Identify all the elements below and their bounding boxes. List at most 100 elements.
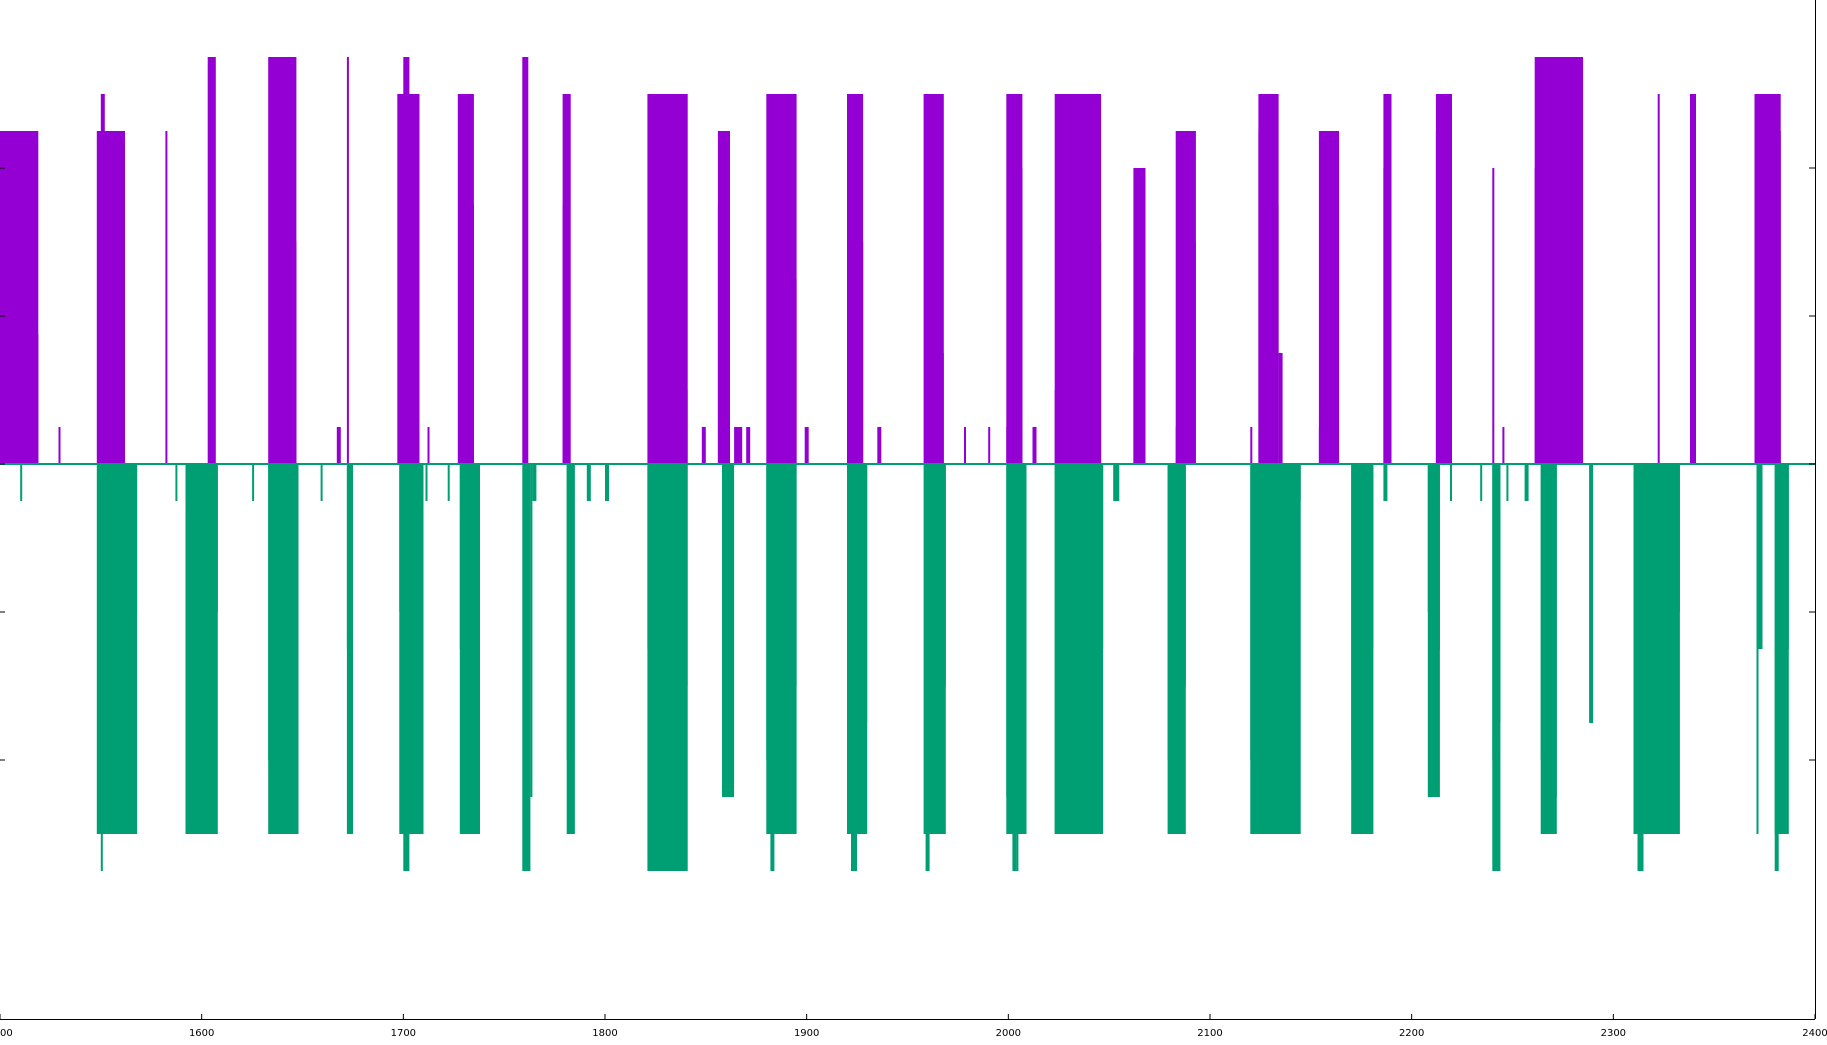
purple-bar-42: [734, 427, 743, 464]
green-bar-119: [1637, 464, 1644, 871]
green-bar-19: [282, 464, 291, 686]
purple-bar-56: [927, 168, 934, 464]
green-bar-2: [100, 464, 103, 871]
purple-bar-54: [877, 427, 882, 464]
purple-bar-64: [1032, 427, 1037, 464]
purple-bar-62: [1006, 427, 1011, 464]
purple-bar-27: [459, 168, 468, 464]
x-tick-label-2000: 2000: [996, 1028, 1021, 1039]
green-bar-0: [20, 464, 23, 501]
x-axis-ticks: 1500 1600 1700 1800 1900 2000 2100 2200 2300 2400: [0, 1014, 1827, 1039]
purple-bar-52: [851, 131, 857, 464]
purple-bar-53: [857, 242, 864, 464]
purple-bar-13: [207, 57, 216, 464]
purple-bar-99: [1538, 94, 1547, 464]
purple-bar-102: [1566, 242, 1583, 464]
green-bar-50: [669, 464, 676, 760]
green-bar-7: [133, 464, 138, 612]
purple-bar-58: [941, 353, 944, 464]
green-bar-84: [1113, 464, 1120, 501]
green-bar-79: [1060, 464, 1069, 723]
purple-bar-76: [1175, 427, 1180, 464]
green-bar-38: [522, 464, 531, 871]
green-bar-58: [770, 464, 775, 871]
purple-bar-10: [112, 242, 123, 464]
purple-bar-5: [32, 334, 39, 464]
purple-bar-49: [804, 427, 809, 464]
green-bar-20: [290, 464, 299, 649]
green-bar-21: [320, 464, 323, 501]
purple-bar-107: [1774, 131, 1781, 464]
x-tick-label-2300: 2300: [1601, 1028, 1626, 1039]
purple-bar-23: [409, 168, 416, 464]
purple-bar-31: [562, 205, 567, 464]
purple-bar-34: [665, 168, 672, 464]
purple-bar-68: [1066, 205, 1075, 464]
purple-bar-17: [282, 205, 289, 464]
purple-bar-2: [12, 205, 17, 464]
purple-bar-8: [100, 94, 105, 464]
green-bar-39: [530, 464, 533, 797]
purple-bar-59: [964, 427, 966, 464]
green-bar-66: [861, 464, 868, 723]
green-bar-113: [1540, 464, 1545, 760]
green-bar-122: [1657, 464, 1666, 686]
purple-bar-98: [1534, 168, 1539, 464]
purple-bar-77: [1183, 205, 1192, 464]
purple-bar-43: [746, 427, 751, 464]
green-bar-27: [403, 464, 410, 871]
green-bar-93: [1278, 464, 1289, 686]
green-bar-6: [127, 464, 134, 649]
green-bar-88: [1179, 464, 1186, 686]
purple-bar-51: [847, 427, 851, 464]
green-bar-64: [851, 464, 857, 871]
purple-bar-47: [780, 242, 789, 464]
green-bar-61: [790, 464, 797, 686]
purple-bar-86: [1318, 427, 1323, 464]
x-tick-label-1800: 1800: [592, 1028, 617, 1039]
green-bar-101: [1383, 464, 1388, 501]
green-bar-40: [532, 464, 537, 501]
purple-bar-79: [1250, 427, 1253, 464]
green-bar-108: [1492, 464, 1497, 760]
green-bar-18: [274, 464, 283, 723]
purple-bar-93: [1441, 94, 1446, 464]
purple-bar-4: [24, 279, 33, 464]
purple-bar-20: [346, 57, 349, 464]
green-bar-43: [570, 464, 575, 834]
purple-bar-90: [1383, 168, 1388, 464]
green-bar-10: [187, 464, 192, 760]
green-bar-110: [1506, 464, 1509, 501]
green-bar-116: [1589, 464, 1594, 723]
purple-bar-28: [467, 205, 474, 464]
green-bar-126: [1758, 464, 1763, 649]
green-bar-81: [1076, 464, 1085, 686]
green-bar-123: [1665, 464, 1672, 649]
green-bar-17: [268, 464, 275, 760]
purple-bar-88: [1335, 427, 1339, 464]
green-bar-34: [459, 464, 464, 649]
purple-bar-69: [1074, 242, 1087, 464]
purple-bar-89: [1383, 94, 1392, 464]
x-tick-label-2400: 2400: [1802, 1028, 1827, 1039]
green-bar-86: [1167, 464, 1172, 760]
green-bar-28: [409, 464, 416, 797]
purple-bar-45: [770, 131, 775, 464]
purple-bar-25: [427, 427, 430, 464]
y-axis-ticks: [0, 167, 1815, 761]
green-bar-92: [1268, 464, 1279, 723]
green-bar-49: [663, 464, 670, 797]
green-bar-105: [1450, 464, 1452, 501]
green-bar-70: [935, 464, 942, 760]
green-bar-48: [655, 464, 664, 834]
purple-bar-94: [1446, 242, 1452, 464]
purple-bar-22: [403, 57, 410, 464]
green-bar-90: [1250, 464, 1259, 760]
green-bar-115: [1550, 464, 1557, 797]
green-bar-63: [847, 464, 851, 501]
green-bar-57: [766, 464, 771, 760]
green-bar-82: [1085, 464, 1096, 686]
green-bar-125: [1756, 464, 1759, 834]
purple-bar-35: [671, 205, 678, 464]
